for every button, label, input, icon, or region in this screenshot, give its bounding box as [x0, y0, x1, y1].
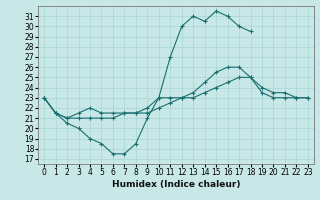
X-axis label: Humidex (Indice chaleur): Humidex (Indice chaleur): [112, 180, 240, 189]
